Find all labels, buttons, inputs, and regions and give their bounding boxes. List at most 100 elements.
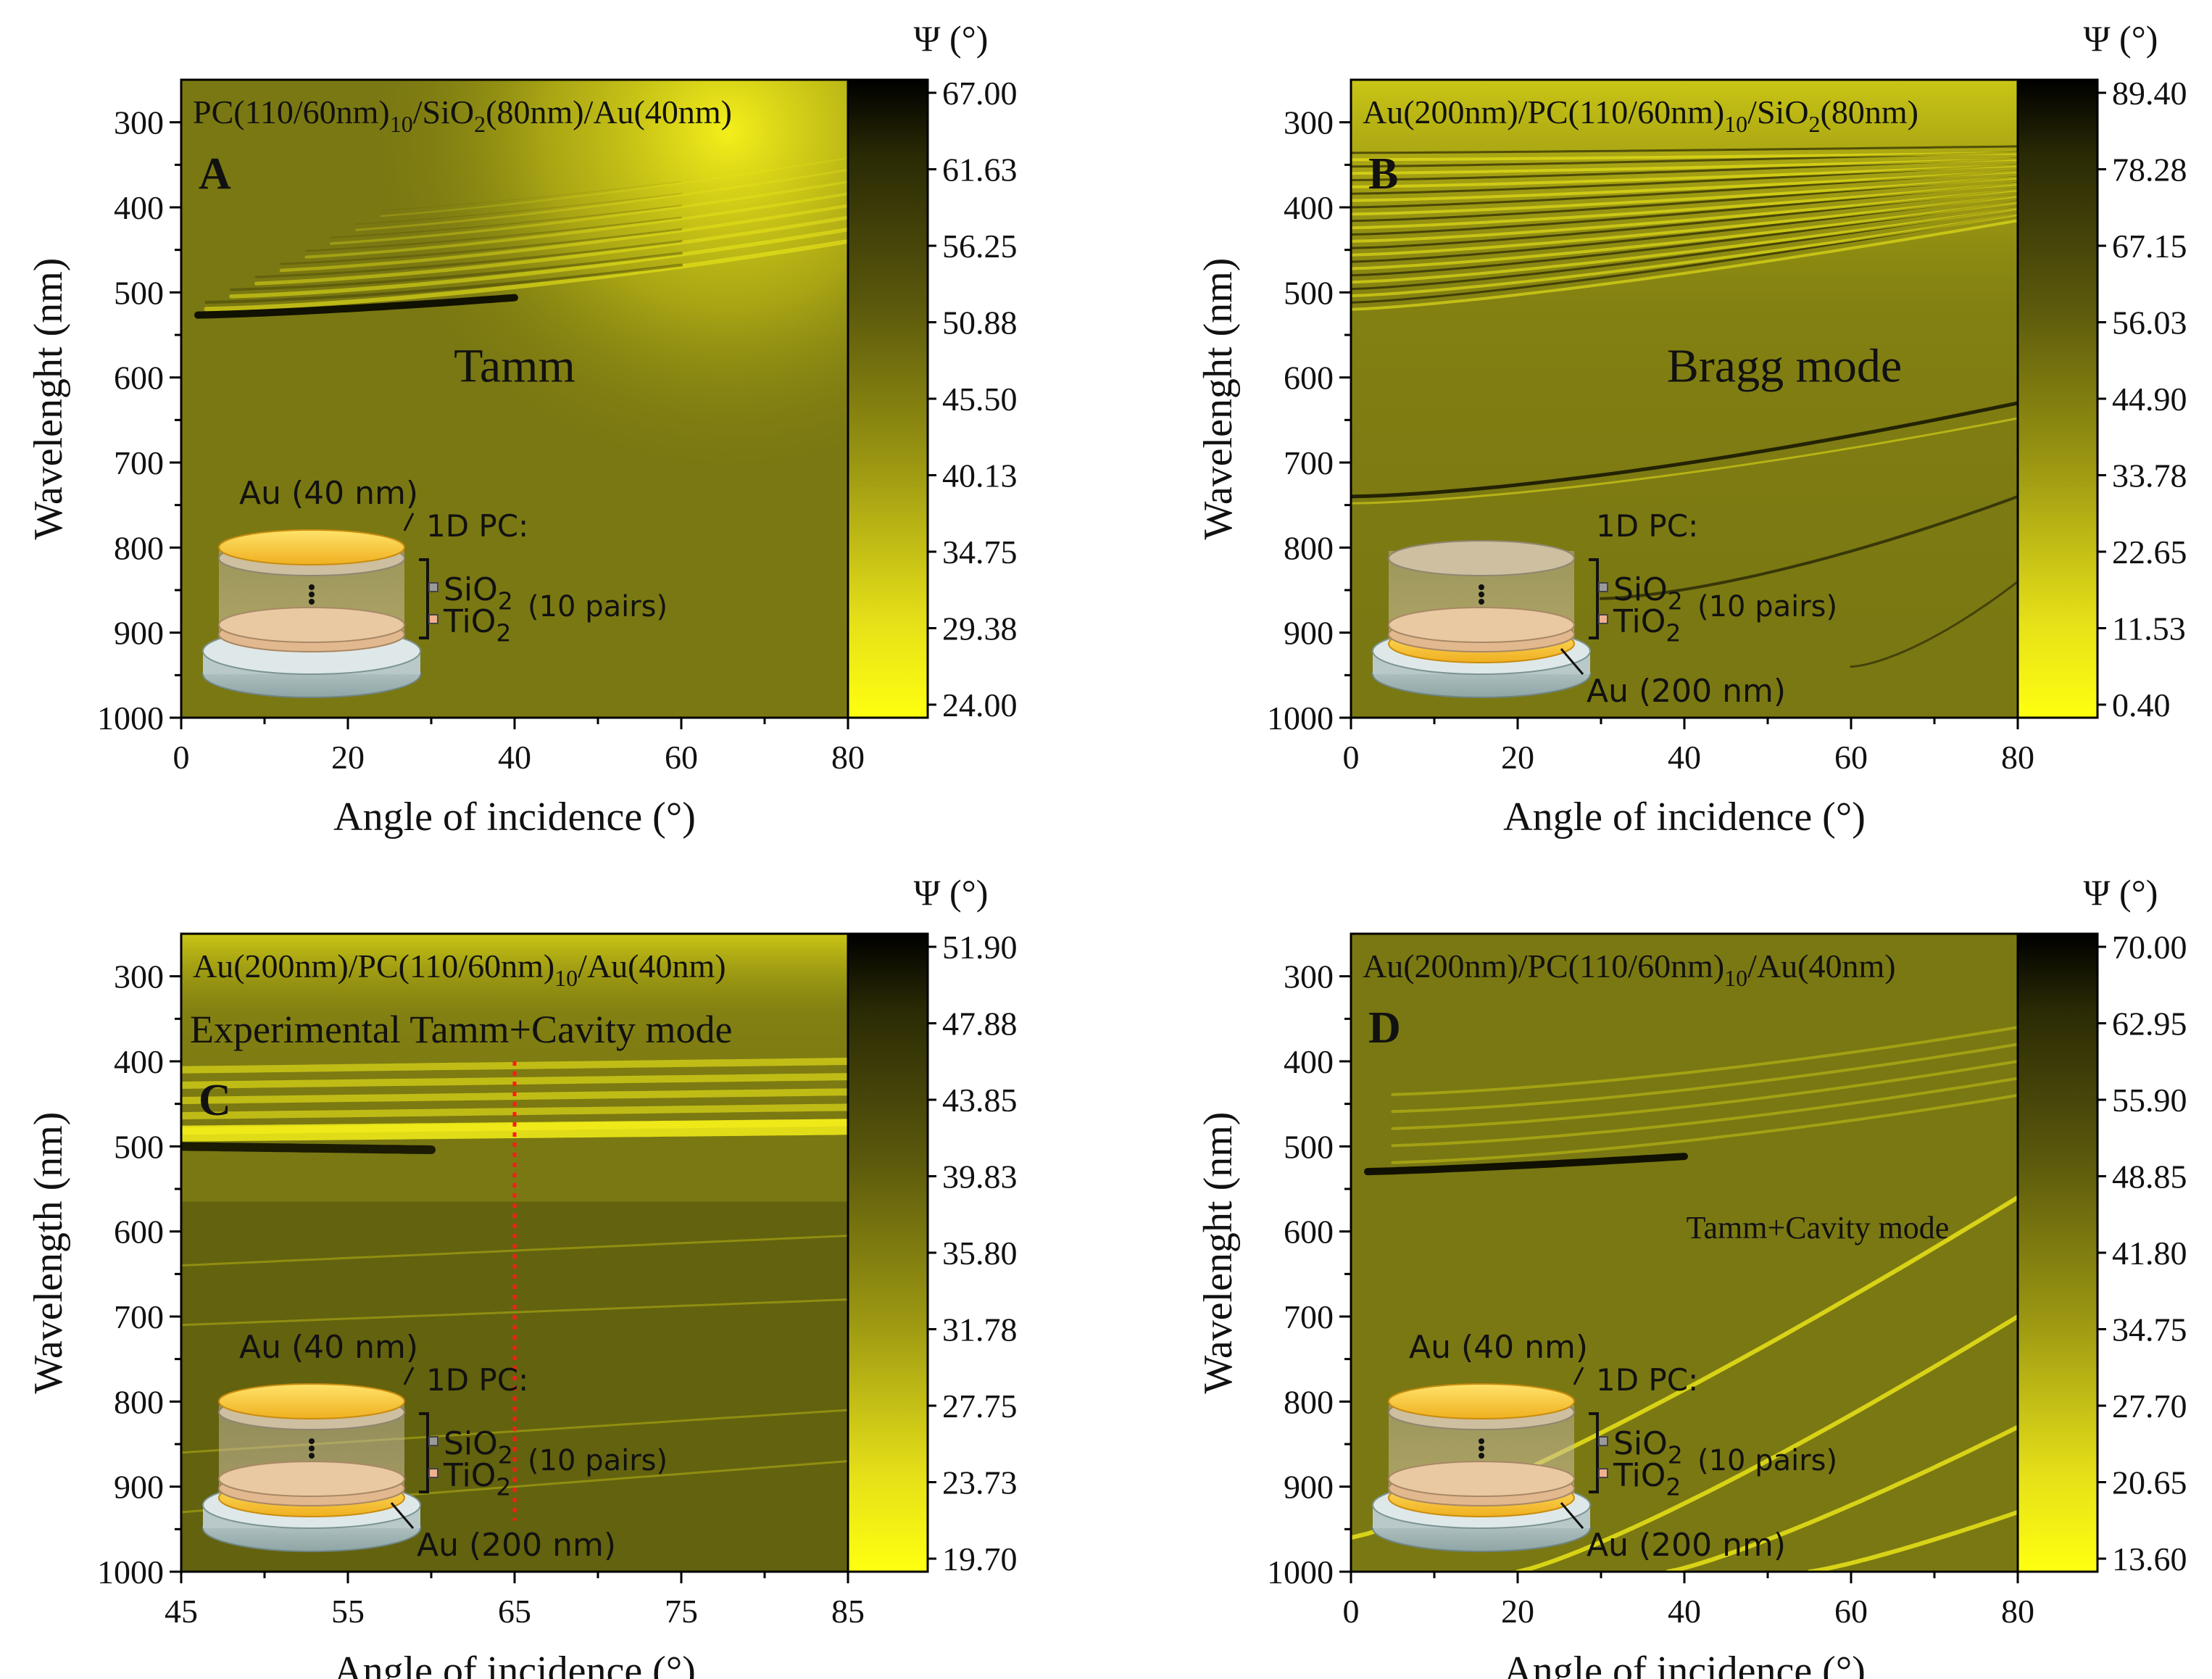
- stack-dot: [309, 584, 315, 590]
- bottom-metal-leader: [390, 1502, 415, 1529]
- top-metal-label: Au (40 nm): [239, 1329, 418, 1366]
- x-tick-label: 20: [1501, 739, 1534, 776]
- panel-title: PC(110/60nm)10/SiO2(80nm)/Au(40nm): [193, 94, 732, 137]
- top-gold-layer: [218, 1383, 405, 1419]
- top-metal-label: Au (40 nm): [1409, 1329, 1588, 1366]
- mode-line: [1391, 1042, 2018, 1114]
- colorbar-title: Ψ (°): [914, 18, 989, 59]
- tio2-swatch: [1598, 1468, 1608, 1478]
- bottom-metal-label: Au (200 nm): [1587, 673, 1786, 710]
- tio2-layer-top: [218, 607, 405, 643]
- sio2-label: SiO2: [444, 1425, 513, 1469]
- sio2-swatch: [1598, 1436, 1608, 1446]
- bragg-line: [1850, 580, 2018, 668]
- y-tick-label: 400: [1284, 189, 1334, 226]
- y-tick-label: 300: [114, 958, 164, 995]
- sio2-layer: [1388, 540, 1575, 576]
- top-metal-leader: [403, 513, 415, 531]
- y-tick-label: 700: [114, 1298, 164, 1335]
- colorbar-tick-label: 89.40: [2112, 75, 2187, 112]
- stack-dot: [1479, 1446, 1484, 1451]
- heatmap-area: [1351, 934, 2018, 1572]
- cavity-line: [181, 1119, 848, 1142]
- mode-line: [330, 181, 848, 245]
- stack-dot: [1479, 1438, 1484, 1444]
- colorbar: [847, 932, 929, 1573]
- sio2-swatch: [428, 582, 438, 592]
- pc-label: 1D PC:: [426, 508, 528, 544]
- mode-line: [380, 157, 848, 217]
- panel-title: Au(200nm)/PC(110/60nm)10/Au(40nm): [193, 948, 726, 991]
- mode-line: [1391, 1077, 2018, 1148]
- colorbar-tick-label: 34.75: [942, 534, 1018, 571]
- x-tick-label: 55: [331, 1593, 365, 1630]
- x-tick-label: 85: [831, 1593, 865, 1630]
- y-tick-label: 700: [114, 444, 164, 481]
- y-tick-label: 600: [1284, 360, 1334, 397]
- x-axis-label: Angle of incidence (°): [1503, 795, 1866, 839]
- tamm-mode-line: [1364, 1153, 1688, 1176]
- mode-line: [381, 181, 682, 212]
- bragg-line: [1351, 170, 2018, 202]
- stack-dot: [1479, 592, 1484, 597]
- mode-line: [330, 204, 682, 239]
- pairs-bracket: [419, 558, 429, 639]
- y-tick-label: 800: [1284, 1383, 1334, 1420]
- top-metal-label: Au (40 nm): [239, 475, 418, 512]
- panel-title: Au(200nm)/PC(110/60nm)10/Au(40nm): [1363, 948, 1896, 991]
- y-tick-label: 400: [114, 1043, 164, 1080]
- bragg-line: [1351, 200, 2018, 270]
- colorbar-tick-label: 33.78: [2112, 457, 2187, 494]
- y-tick-label: 700: [1284, 1298, 1334, 1335]
- panel-letter: C: [199, 1076, 231, 1125]
- cavity-line: [181, 1298, 848, 1327]
- y-tick-label: 500: [1284, 274, 1334, 311]
- bragg-line: [1351, 152, 2018, 162]
- top-gold-layer: [218, 529, 405, 565]
- bottom-metal-label: Au (200 nm): [1587, 1527, 1786, 1564]
- y-tick-label: 800: [114, 1383, 164, 1420]
- x-tick-label: 40: [1668, 1593, 1701, 1630]
- mode-line: [355, 168, 848, 231]
- tio2-layer-top: [1388, 607, 1575, 643]
- pairs-label: (10 pairs): [528, 1444, 668, 1477]
- annotation-label: Tamm: [454, 340, 575, 393]
- colorbar-tick-label: 29.38: [942, 610, 1018, 647]
- x-tick-label: 60: [665, 739, 698, 776]
- tio2-label: TiO2: [1613, 1457, 1681, 1501]
- colorbar-tick-label: 47.88: [942, 1006, 1018, 1042]
- bragg-line: [1351, 188, 2018, 243]
- stack-dot: [309, 599, 315, 605]
- colorbar-tick-label: 27.75: [942, 1388, 1018, 1425]
- mode-line: [279, 204, 848, 273]
- colorbar: [2016, 932, 2099, 1573]
- colorbar-tick-label: 22.65: [2112, 534, 2187, 571]
- pairs-bracket: [419, 1412, 429, 1493]
- sio2-swatch: [428, 1436, 438, 1446]
- mode-line: [204, 239, 848, 312]
- colorbar-tick-label: 50.88: [942, 304, 1018, 341]
- sio2-label: SiO2: [1613, 1425, 1683, 1469]
- annotation-label: Tamm+Cavity mode: [1687, 1210, 1950, 1245]
- panel-letter: D: [1368, 1003, 1401, 1053]
- y-tick-label: 800: [114, 529, 164, 566]
- bottom-metal-label: Au (200 nm): [417, 1527, 616, 1564]
- heatmap-area: [181, 80, 848, 718]
- y-tick-label: 500: [114, 274, 164, 311]
- stack-dot: [309, 1453, 315, 1459]
- y-tick-label: 400: [114, 189, 164, 226]
- y-tick-label: 600: [114, 1214, 164, 1251]
- x-tick-label: 0: [1343, 1593, 1360, 1630]
- colorbar-tick-label: 41.80: [2112, 1235, 2187, 1272]
- top-metal-leader: [1573, 1367, 1584, 1385]
- colorbar-tick-label: 67.00: [942, 75, 1018, 112]
- colorbar-tick-label: 24.00: [942, 687, 1018, 724]
- x-tick-label: 80: [831, 739, 865, 776]
- bragg-line: [1351, 401, 2018, 499]
- x-tick-label: 0: [1343, 739, 1360, 776]
- panel-a: 67.00 61.63 56.25 50.88 45.50 40.13 34.75 29.38…: [26, 18, 1018, 839]
- tio2-swatch: [428, 614, 438, 624]
- pairs-bracket: [1589, 1412, 1599, 1493]
